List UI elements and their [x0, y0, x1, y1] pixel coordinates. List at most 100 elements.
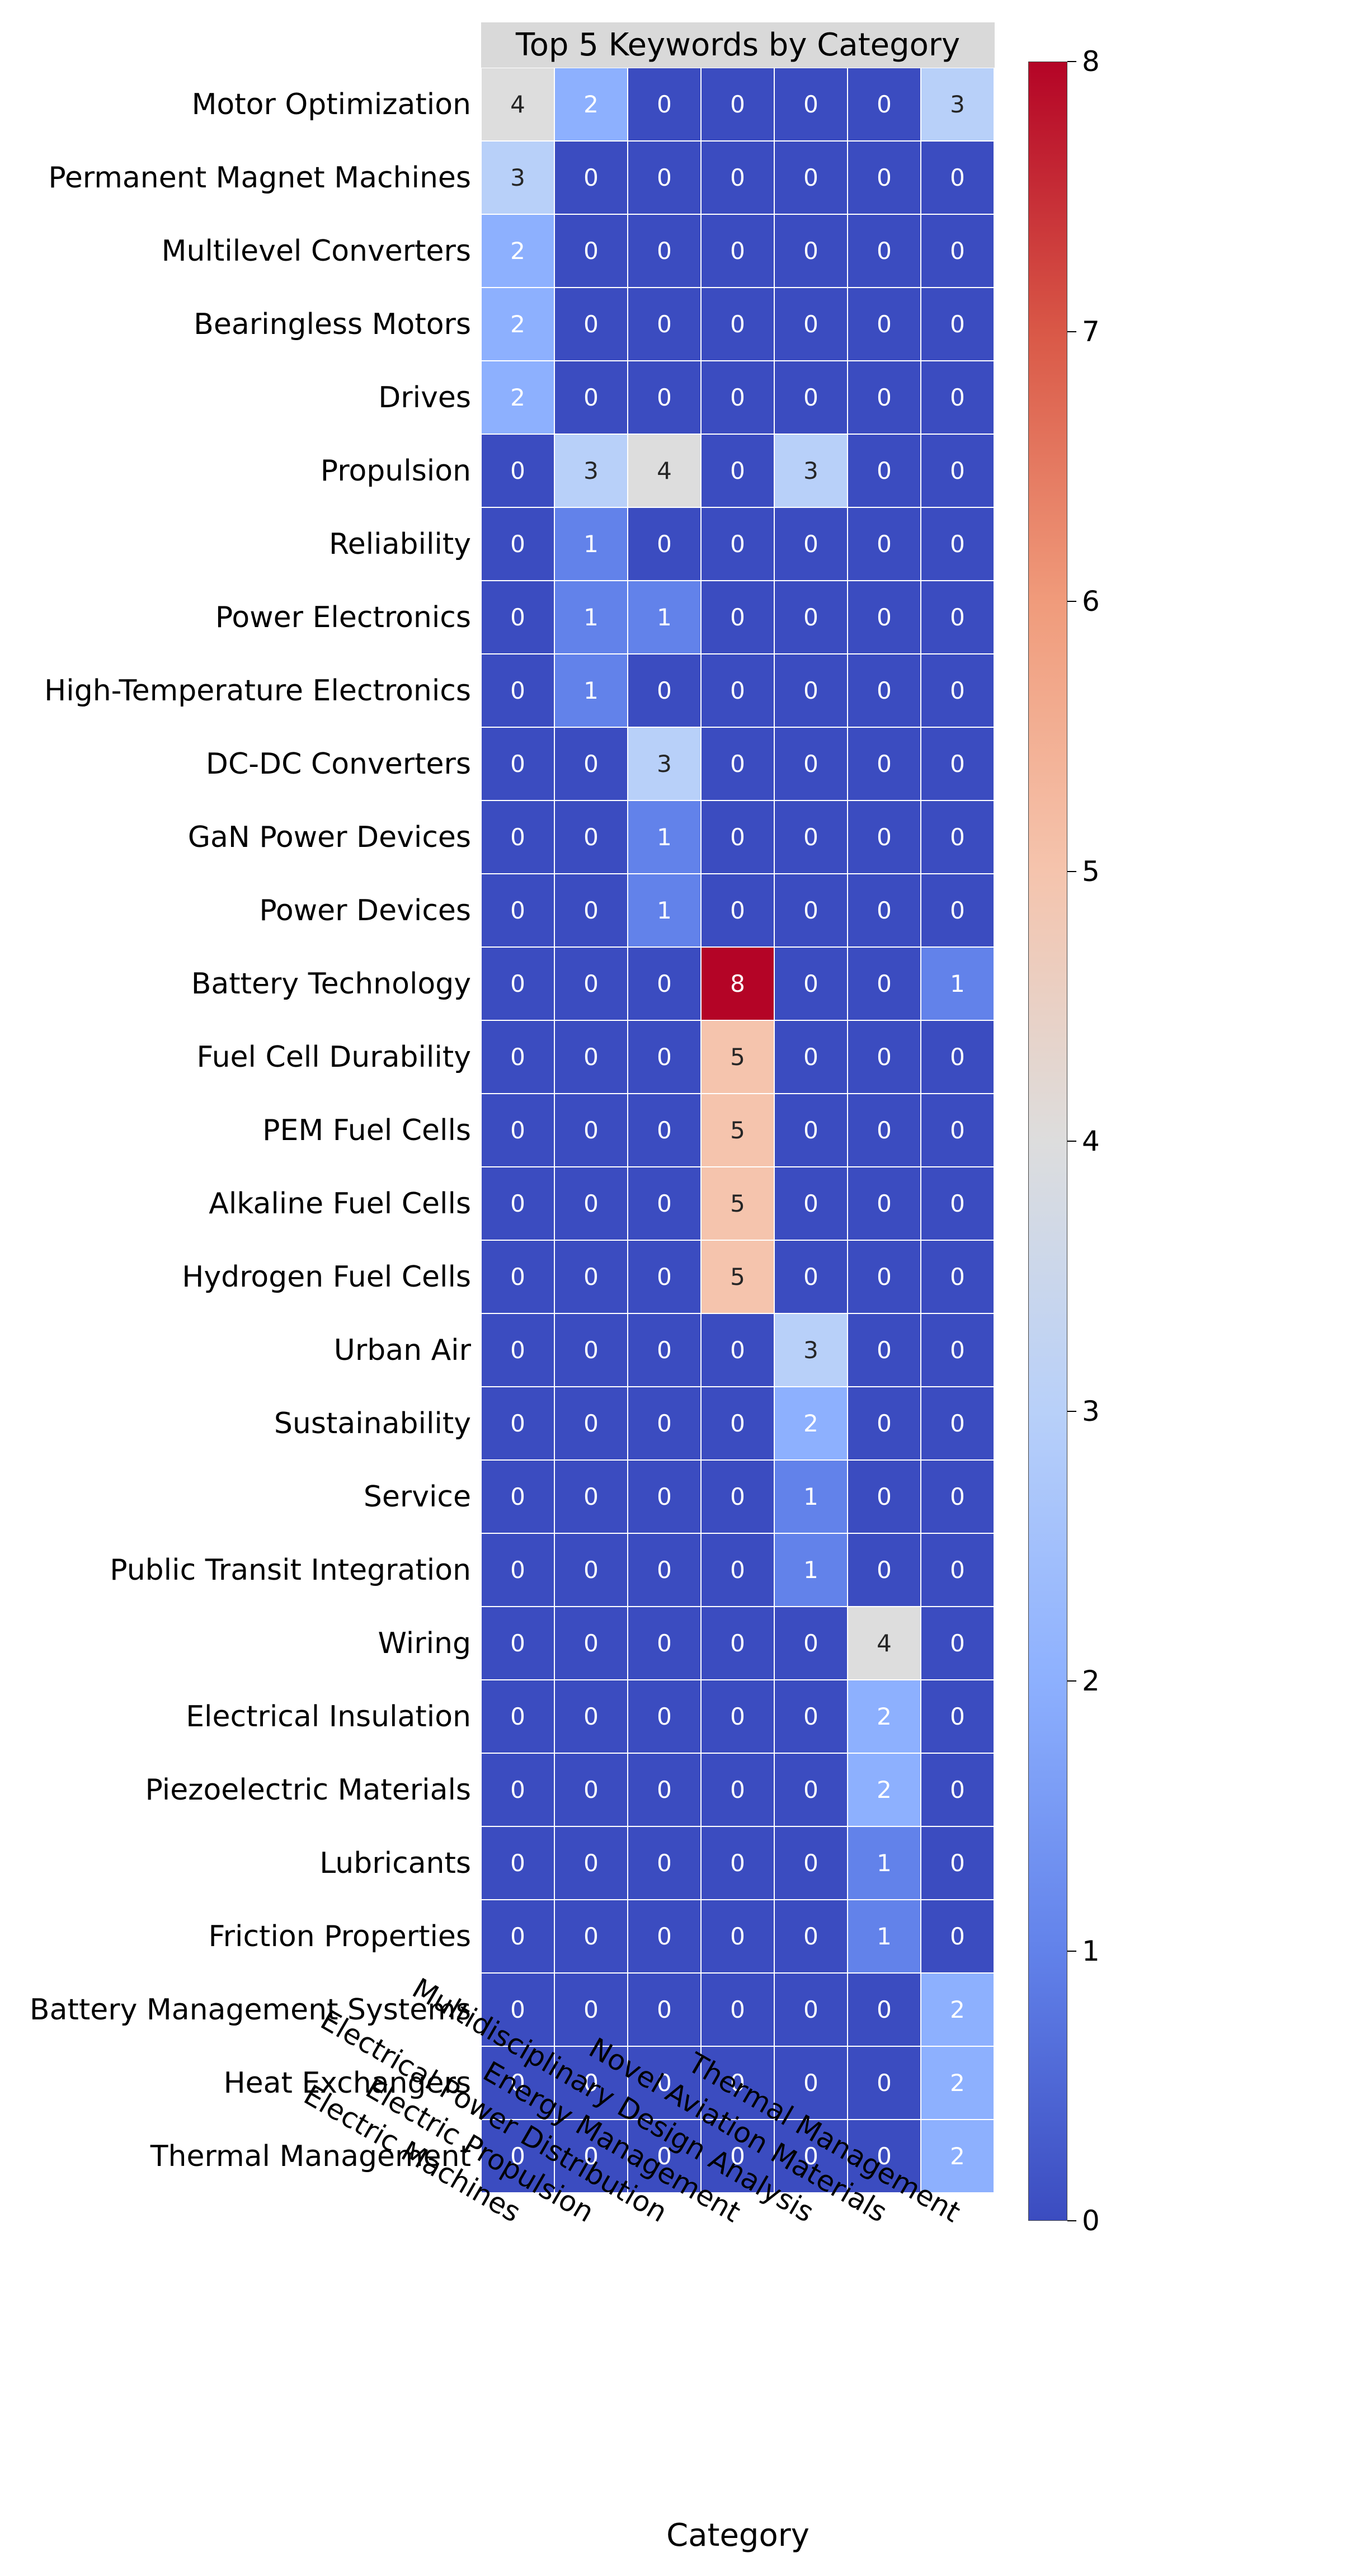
heatmap-cell: 1: [848, 1826, 921, 1900]
heatmap-row: Urban Air0000300: [22, 1313, 995, 1387]
heatmap-cell: 3: [481, 141, 554, 214]
heatmap-cell: 2: [921, 2046, 994, 2120]
heatmap-cell: 0: [774, 654, 848, 727]
heatmap-row: Public Transit Integration0000100: [22, 1533, 995, 1607]
heatmap-cell: 0: [554, 1240, 628, 1313]
heatmap-cell: 0: [848, 1533, 921, 1607]
heatmap-cell: 0: [701, 1680, 774, 1753]
heatmap-cell: 0: [628, 214, 701, 288]
heatmap-cell: 0: [554, 947, 628, 1020]
heatmap-cell: 0: [481, 1020, 554, 1094]
heatmap-cell: 0: [774, 1900, 848, 1973]
colorbar: 012345678: [1028, 62, 1135, 2221]
heatmap-cell: 0: [554, 1973, 628, 2046]
heatmap-row: Battery Technology0008001: [22, 947, 995, 1020]
heatmap-cell: 0: [774, 800, 848, 874]
heatmap-cell: 0: [628, 507, 701, 581]
heatmap-cell: 0: [921, 874, 994, 947]
heatmap-cell: 5: [701, 1020, 774, 1094]
heatmap-cell: 0: [701, 434, 774, 507]
heatmap-row: Drives2000000: [22, 361, 995, 434]
chart-title: Top 5 Keywords by Category: [481, 22, 995, 68]
heatmap-cell: 0: [628, 1973, 701, 2046]
heatmap-cell: 8: [701, 947, 774, 1020]
heatmap-cell: 0: [774, 1167, 848, 1240]
heatmap-cell: 0: [554, 874, 628, 947]
heatmap-cell: 0: [701, 361, 774, 434]
y-axis-label: Service: [22, 1480, 481, 1514]
heatmap-cell: 1: [921, 947, 994, 1020]
heatmap-cell: 1: [628, 874, 701, 947]
heatmap-row: Power Electronics0110000: [22, 581, 995, 654]
heatmap-cell: 0: [774, 141, 848, 214]
heatmap-cell: 0: [848, 434, 921, 507]
heatmap-cell: 0: [774, 1973, 848, 2046]
heatmap-cell: 0: [554, 141, 628, 214]
y-axis-label: Multilevel Converters: [22, 234, 481, 268]
heatmap-area: Top 5 Keywords by Category Motor Optimiz…: [22, 22, 995, 2554]
y-axis-label: Motor Optimization: [22, 88, 481, 121]
heatmap-cell: 0: [628, 361, 701, 434]
heatmap-cell: 0: [848, 800, 921, 874]
colorbar-tick: 2: [1067, 1665, 1100, 1697]
heatmap-cell: 0: [481, 1460, 554, 1533]
heatmap-cell: 0: [921, 1826, 994, 1900]
heatmap-cell: 0: [921, 361, 994, 434]
heatmap-cell: 5: [701, 1240, 774, 1313]
heatmap-cell: 0: [481, 1533, 554, 1607]
heatmap-cell: 0: [848, 1167, 921, 1240]
heatmap-cell: 0: [774, 1240, 848, 1313]
heatmap-cell: 0: [628, 1387, 701, 1460]
y-axis-label: PEM Fuel Cells: [22, 1114, 481, 1147]
heatmap-cell: 0: [921, 1753, 994, 1826]
heatmap-cell: 0: [481, 727, 554, 800]
colorbar-gradient: [1028, 62, 1067, 2221]
heatmap-row: Power Devices0010000: [22, 874, 995, 947]
heatmap-cell: 0: [554, 1680, 628, 1753]
heatmap-cell: 0: [848, 288, 921, 361]
heatmap-cell: 5: [701, 1094, 774, 1167]
heatmap-cell: 2: [481, 288, 554, 361]
heatmap-cell: 0: [774, 1826, 848, 1900]
y-axis-label: Permanent Magnet Machines: [22, 161, 481, 195]
heatmap-cell: 0: [921, 654, 994, 727]
heatmap-cell: 2: [848, 1680, 921, 1753]
heatmap-cell: 0: [921, 1020, 994, 1094]
heatmap-cell: 1: [774, 1533, 848, 1607]
heatmap-cell: 0: [774, 214, 848, 288]
heatmap-cell: 0: [628, 68, 701, 141]
heatmap-cell: 0: [774, 874, 848, 947]
heatmap-cell: 0: [628, 141, 701, 214]
y-axis-label: Hydrogen Fuel Cells: [22, 1260, 481, 1294]
heatmap-cell: 0: [628, 1900, 701, 1973]
heatmap-cell: 0: [701, 1753, 774, 1826]
heatmap-cell: 0: [848, 654, 921, 727]
heatmap-cell: 0: [628, 1167, 701, 1240]
heatmap-cell: 0: [848, 727, 921, 800]
heatmap-cell: 1: [848, 1900, 921, 1973]
heatmap-cell: 0: [701, 654, 774, 727]
heatmap-cell: 0: [701, 1973, 774, 2046]
colorbar-tick: 3: [1067, 1395, 1100, 1428]
heatmap-cell: 0: [774, 288, 848, 361]
heatmap-cell: 0: [848, 1973, 921, 2046]
heatmap-cell: 2: [481, 361, 554, 434]
heatmap-cell: 2: [554, 68, 628, 141]
heatmap-cell: 2: [481, 214, 554, 288]
heatmap-cell: 0: [848, 581, 921, 654]
y-axis-label: Fuel Cell Durability: [22, 1040, 481, 1074]
heatmap-cell: 0: [701, 800, 774, 874]
heatmap-row: Multilevel Converters2000000: [22, 214, 995, 288]
heatmap-cell: 5: [701, 1167, 774, 1240]
colorbar-tick: 6: [1067, 585, 1100, 618]
heatmap-cell: 0: [481, 1607, 554, 1680]
heatmap-cell: 0: [481, 1387, 554, 1460]
heatmap-cell: 0: [481, 1680, 554, 1753]
heatmap-cell: 0: [774, 1094, 848, 1167]
heatmap-cell: 0: [848, 1460, 921, 1533]
heatmap-cell: 0: [774, 68, 848, 141]
y-axis-label: Urban Air: [22, 1334, 481, 1367]
heatmap-cell: 0: [481, 1826, 554, 1900]
heatmap-cell: 0: [701, 1900, 774, 1973]
heatmap-cell: 0: [554, 1460, 628, 1533]
